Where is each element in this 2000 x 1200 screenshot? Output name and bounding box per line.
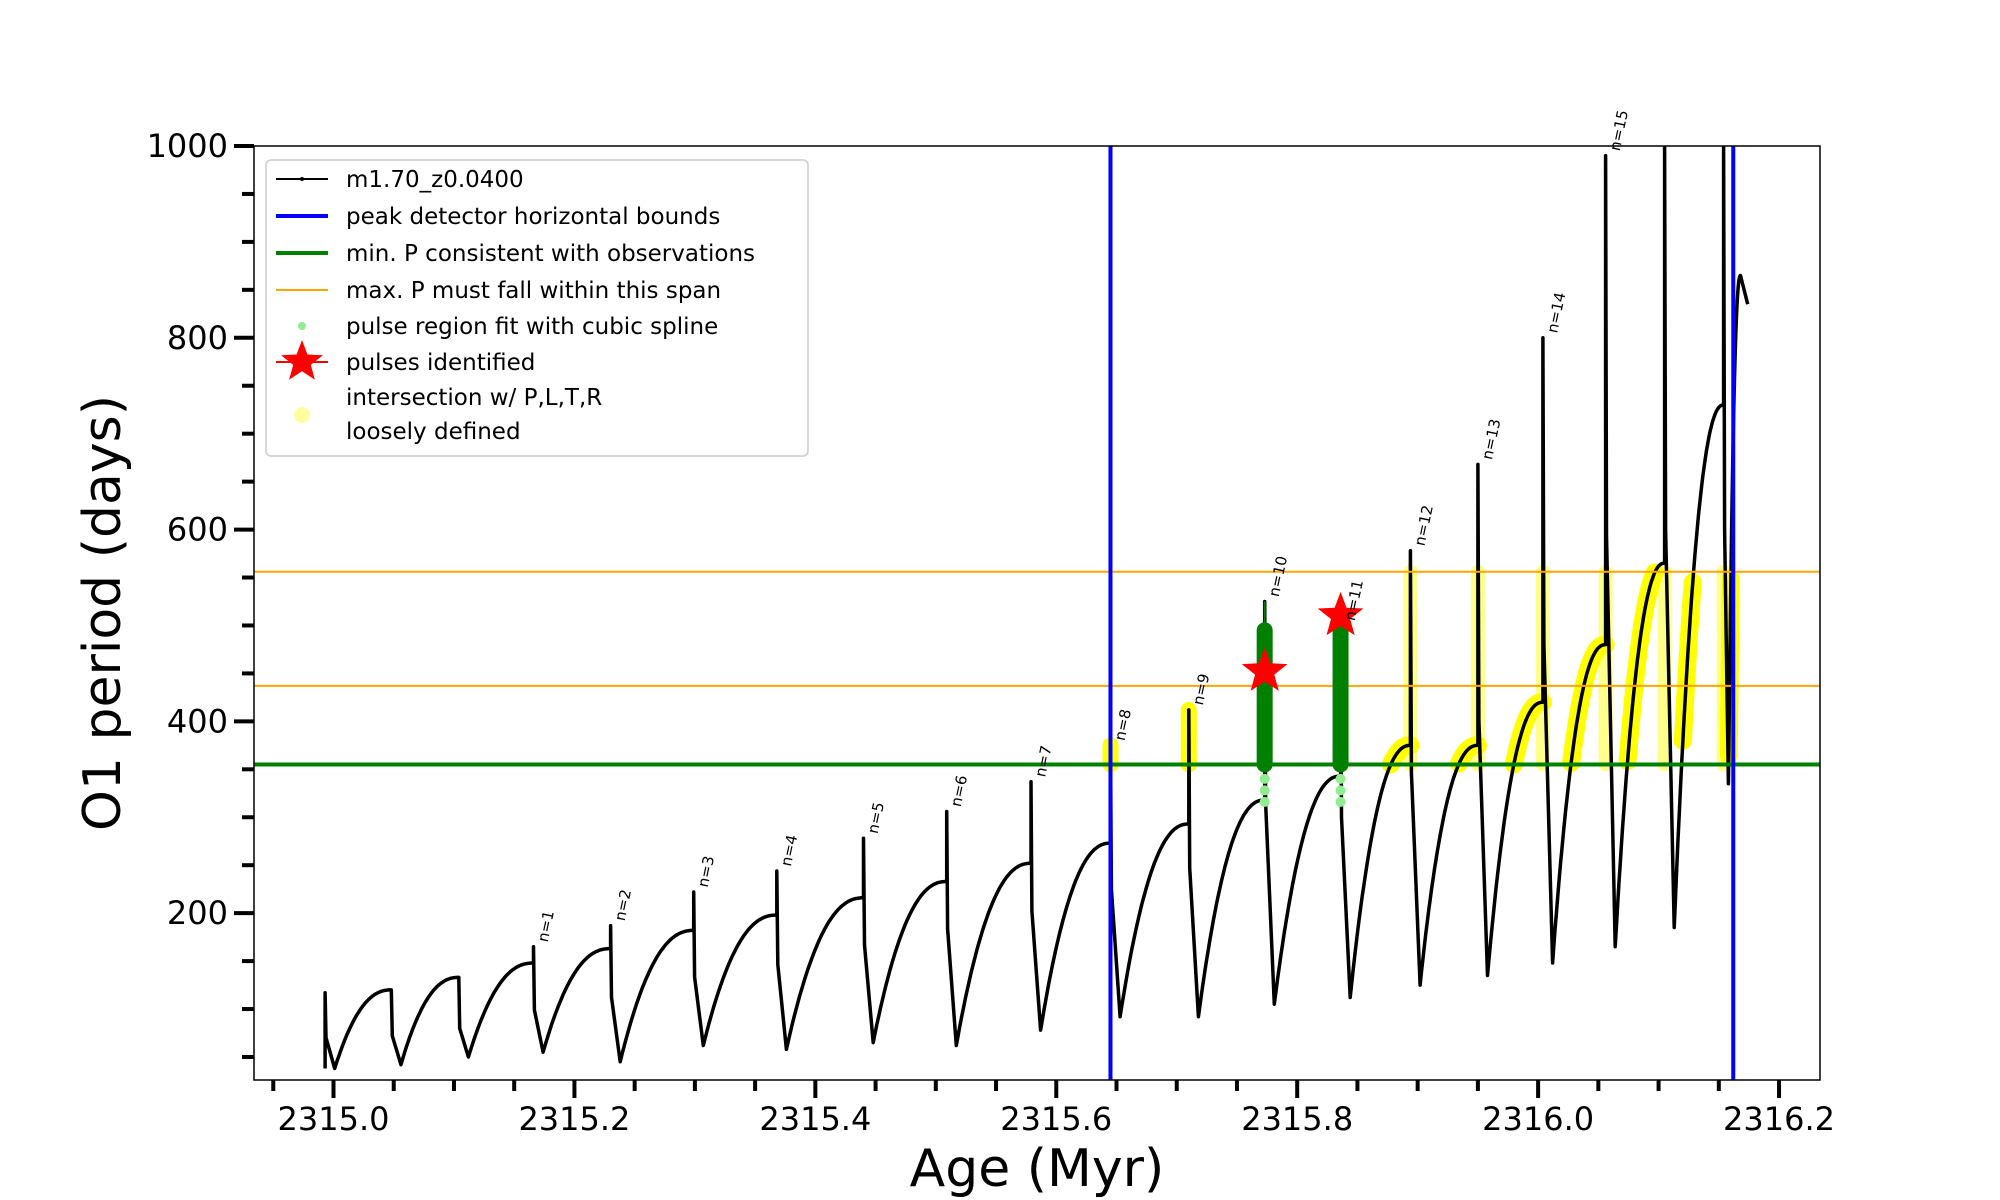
legend-label: intersection w/ P,L,T,R [346,385,602,411]
x-tick-label: 2315.6 [1000,1100,1112,1138]
pulse-annotation: n=3 [694,854,718,889]
spline-point [1335,785,1346,796]
legend-item: peak detector horizontal bounds [276,204,720,230]
legend-item: intersection w/ P,L,T,R loosely defined [294,385,602,445]
legend-label: loosely defined [346,419,521,445]
spline-point [1335,796,1346,807]
legend-box [265,159,809,457]
pulse-annotation: n=10 [1265,554,1291,598]
pulse-annotation: n=9 [1189,672,1213,707]
pulse-annotation: n=14 [1543,291,1569,335]
y-tick-label: 800 [167,319,228,357]
x-tick-label: 2315.2 [518,1100,630,1138]
x-tick-label: 2316.2 [1723,1100,1835,1138]
pulse-annotation: n=4 [777,833,801,868]
x-tick-label: 2315.0 [278,1100,390,1138]
pulse-annotation: n=11 [1341,578,1367,622]
legend-label: m1.70_z0.0400 [346,167,524,193]
y-tick-label: 200 [167,894,228,932]
legend-marker [298,322,306,330]
pulse-annotation: n=8 [1111,707,1135,742]
legend-item: m1.70_z0.0400 [276,167,524,193]
legend-label: min. P consistent with observations [346,241,755,267]
y-axis-label: O1 period (days) [73,395,133,831]
plot-frame [253,145,1821,1081]
spline-point [1259,796,1270,807]
spline-point [1335,773,1346,784]
legend-item: max. P must fall within this span [276,278,721,304]
spline-point [1259,785,1270,796]
legend-label: peak detector horizontal bounds [346,204,720,230]
plot-area [254,146,1820,1080]
legend-item: pulses identified [276,340,535,380]
legend-star-icon [281,340,323,380]
y-tick-label: 400 [167,702,228,740]
legend-label: pulses identified [346,350,535,376]
x-tick-label: 2315.8 [1241,1100,1353,1138]
axes: 2315.0 2315.2 2315.4 2315.6 2315.8 2316.0 2316… [147,127,1835,1138]
pulse-identified-star [1241,647,1288,691]
pulse-annotation: n=5 [864,801,888,836]
legend-label: pulse region fit with cubic spline [346,314,718,340]
legend-item: min. P consistent with observations [276,241,755,267]
x-tick-label: 2316.0 [1482,1100,1594,1138]
y-tick-label: 1000 [147,127,228,165]
legend-marker [300,177,304,181]
x-tick-label: 2315.4 [759,1100,871,1138]
y-tick-label: 600 [167,511,228,549]
pulse-annotation: n=1 [534,909,558,944]
x-axis-label: Age (Myr) [910,1139,1165,1199]
pulse-annotation: n=2 [611,888,635,923]
legend-item: pulse region fit with cubic spline [298,314,718,340]
pulse-annotation: n=7 [1031,744,1055,779]
pulse-identified-star [1317,591,1364,636]
pulse-annotation: n=12 [1411,503,1437,547]
legend-label: max. P must fall within this span [346,278,721,304]
spline-point [1259,773,1270,784]
pulse-annotation: n=6 [947,774,971,809]
legend-marker [294,407,310,423]
pulse-annotation: n=13 [1478,417,1504,461]
